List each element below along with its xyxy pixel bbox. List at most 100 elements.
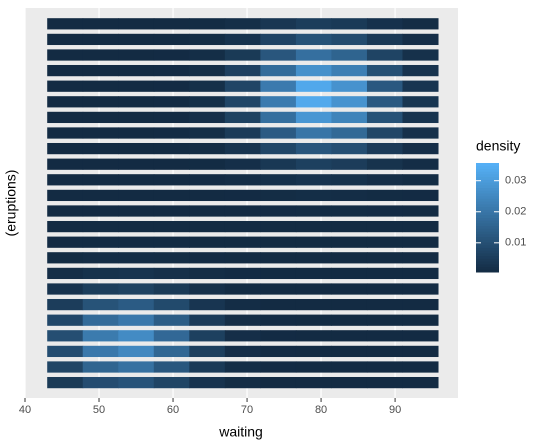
density-cell — [295, 174, 332, 186]
density-cell — [224, 252, 261, 264]
density-cell — [331, 80, 368, 92]
density-cell — [189, 298, 226, 311]
density-cell — [260, 189, 297, 202]
density-cell — [153, 96, 190, 108]
density-cell — [82, 49, 119, 61]
density-cell — [366, 49, 403, 61]
colorbar-segment — [476, 217, 499, 221]
density-cell — [366, 267, 403, 280]
density-cell — [153, 127, 190, 139]
density-cell — [224, 142, 261, 155]
density-cell — [153, 220, 190, 233]
density-cell — [366, 158, 403, 170]
colorbar-segment — [476, 179, 499, 183]
density-cell — [366, 111, 403, 124]
density-cell — [260, 283, 297, 295]
density-cell — [366, 283, 403, 295]
density-cell — [402, 376, 439, 389]
density-cell — [82, 220, 119, 233]
density-cell — [224, 158, 261, 170]
density-cell — [82, 189, 119, 202]
density-cell — [295, 127, 332, 139]
density-cell — [189, 314, 226, 326]
density-cell — [47, 283, 84, 295]
x-tick-label: 90 — [389, 404, 401, 416]
density-cell — [189, 33, 226, 46]
density-cell — [153, 330, 190, 342]
density-cell — [153, 267, 190, 280]
density-cell — [331, 96, 368, 108]
density-cell — [47, 298, 84, 311]
colorbar-segment — [476, 184, 499, 189]
density-cell — [260, 127, 297, 139]
colorbar-segment — [476, 206, 499, 210]
density-cell — [118, 64, 155, 77]
density-cell — [402, 345, 439, 358]
density-cell — [82, 236, 119, 248]
density-cell — [402, 127, 439, 139]
density-cell — [82, 80, 119, 92]
colorbar-segment — [476, 247, 499, 251]
colorbar-segment — [476, 236, 499, 240]
density-cell — [189, 111, 226, 124]
density-cell — [260, 111, 297, 124]
density-cell — [295, 345, 332, 358]
density-cell — [295, 283, 332, 295]
colorbar-segment — [476, 228, 499, 232]
density-cell — [260, 361, 297, 373]
density-cell — [224, 298, 261, 311]
density-cell — [82, 267, 119, 280]
density-cell — [118, 18, 155, 30]
density-cell — [366, 189, 403, 202]
density-cell — [224, 283, 261, 295]
density-cell — [366, 252, 403, 264]
density-cell — [118, 330, 155, 342]
density-cell — [260, 33, 297, 46]
density-cell — [366, 174, 403, 186]
density-cell — [366, 298, 403, 311]
density-cell — [189, 283, 226, 295]
density-cell — [153, 236, 190, 248]
colorbar-segment — [476, 209, 499, 213]
density-cell — [402, 96, 439, 108]
colorbar-segment — [476, 214, 499, 218]
density-cell — [82, 64, 119, 77]
density-cell — [118, 127, 155, 139]
density-cell — [295, 33, 332, 46]
density-cell — [295, 18, 332, 30]
density-cell — [366, 142, 403, 155]
density-cell — [118, 376, 155, 389]
colorbar-segment — [476, 165, 499, 169]
colorbar-segment — [476, 233, 499, 238]
colorbar-segment — [476, 192, 499, 197]
colorbar-segment — [476, 242, 499, 246]
density-cell — [82, 298, 119, 311]
density-cell — [47, 205, 84, 217]
density-cell — [47, 33, 84, 46]
density-cell — [260, 205, 297, 217]
x-tick-label: 80 — [315, 404, 327, 416]
density-cell — [366, 220, 403, 233]
colorbar-tick-label: 0.02 — [505, 206, 526, 218]
density-cell — [295, 64, 332, 77]
density-cell — [366, 205, 403, 217]
density-cell — [189, 96, 226, 108]
density-cell — [82, 345, 119, 358]
density-cell — [366, 330, 403, 342]
density-cell — [295, 111, 332, 124]
density-cell — [402, 18, 439, 30]
density-cell — [153, 252, 190, 264]
density-cell — [331, 127, 368, 139]
x-axis-title: waiting — [218, 424, 263, 440]
density-cell — [189, 345, 226, 358]
density-cell — [295, 80, 332, 92]
density-cell — [189, 18, 226, 30]
density-cell — [295, 49, 332, 61]
density-cell — [366, 361, 403, 373]
density-cell — [153, 189, 190, 202]
density-cell — [260, 314, 297, 326]
density-cell — [47, 49, 84, 61]
colorbar-segment — [476, 198, 499, 202]
colorbar-segment — [476, 182, 499, 186]
x-tick-label: 50 — [93, 404, 105, 416]
